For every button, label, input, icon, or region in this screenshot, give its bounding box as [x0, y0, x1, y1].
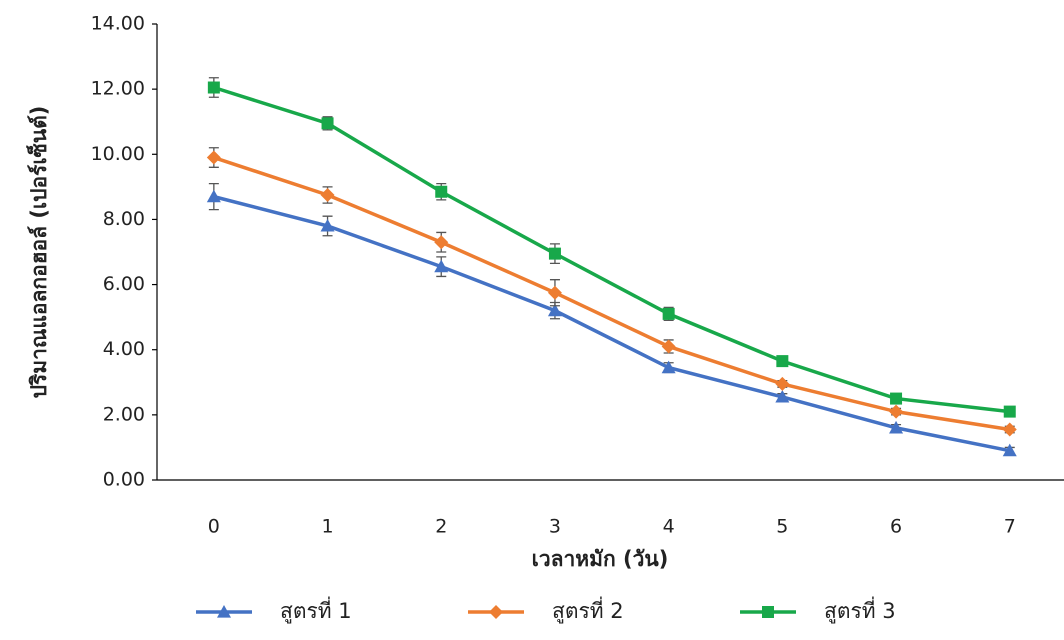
marker	[890, 392, 903, 405]
y-tick-label: 0.00	[103, 469, 145, 491]
marker	[762, 606, 774, 618]
series-line	[213, 155, 1011, 432]
marker	[889, 404, 904, 419]
legend-label: สูตรที่ 2	[552, 596, 624, 624]
y-tick-label: 2.00	[103, 403, 145, 425]
marker	[320, 188, 335, 202]
marker	[1002, 422, 1017, 437]
marker	[206, 150, 221, 165]
y-tick-label: 4.00	[103, 338, 145, 360]
marker	[435, 185, 448, 198]
y-tick-label: 12.00	[91, 78, 145, 100]
marker	[889, 420, 904, 434]
marker	[662, 307, 675, 320]
marker	[320, 218, 335, 232]
y-tick-label: 14.00	[91, 13, 145, 35]
marker	[548, 247, 561, 260]
marker	[1002, 443, 1017, 457]
marker	[547, 285, 562, 300]
marker	[775, 376, 790, 391]
x-tick-label: 5	[776, 516, 788, 538]
marker	[489, 605, 503, 619]
marker	[207, 81, 220, 94]
marker	[661, 360, 676, 374]
marker	[206, 189, 221, 203]
marker	[434, 259, 449, 273]
legend-label: สูตรที่ 3	[824, 596, 896, 624]
x-tick-label: 6	[890, 516, 902, 538]
y-tick-label: 6.00	[103, 273, 145, 295]
marker	[217, 605, 231, 618]
marker	[776, 355, 789, 368]
x-tick-label: 2	[435, 516, 447, 538]
x-tick-label: 3	[549, 516, 561, 538]
y-tick-label: 10.00	[91, 143, 145, 165]
marker	[1003, 405, 1016, 418]
y-axis-label: ปริมาณแอลกอฮอล์ (เปอร์เซ็นต์)	[25, 106, 51, 399]
x-tick-label: 4	[663, 516, 675, 538]
series-line	[213, 85, 1010, 414]
marker	[661, 339, 676, 354]
marker	[321, 117, 334, 130]
x-tick-label: 7	[1004, 516, 1016, 538]
marker	[434, 235, 449, 250]
x-tick-label: 1	[322, 516, 334, 538]
y-tick-label: 8.00	[103, 208, 145, 230]
series-line	[213, 194, 1011, 453]
marker	[775, 389, 790, 403]
x-axis-label: เวลาหมัก (วัน)	[532, 547, 669, 571]
legend-label: สูตรที่ 1	[280, 596, 352, 624]
x-tick-label: 0	[208, 516, 220, 538]
marker	[547, 303, 562, 317]
